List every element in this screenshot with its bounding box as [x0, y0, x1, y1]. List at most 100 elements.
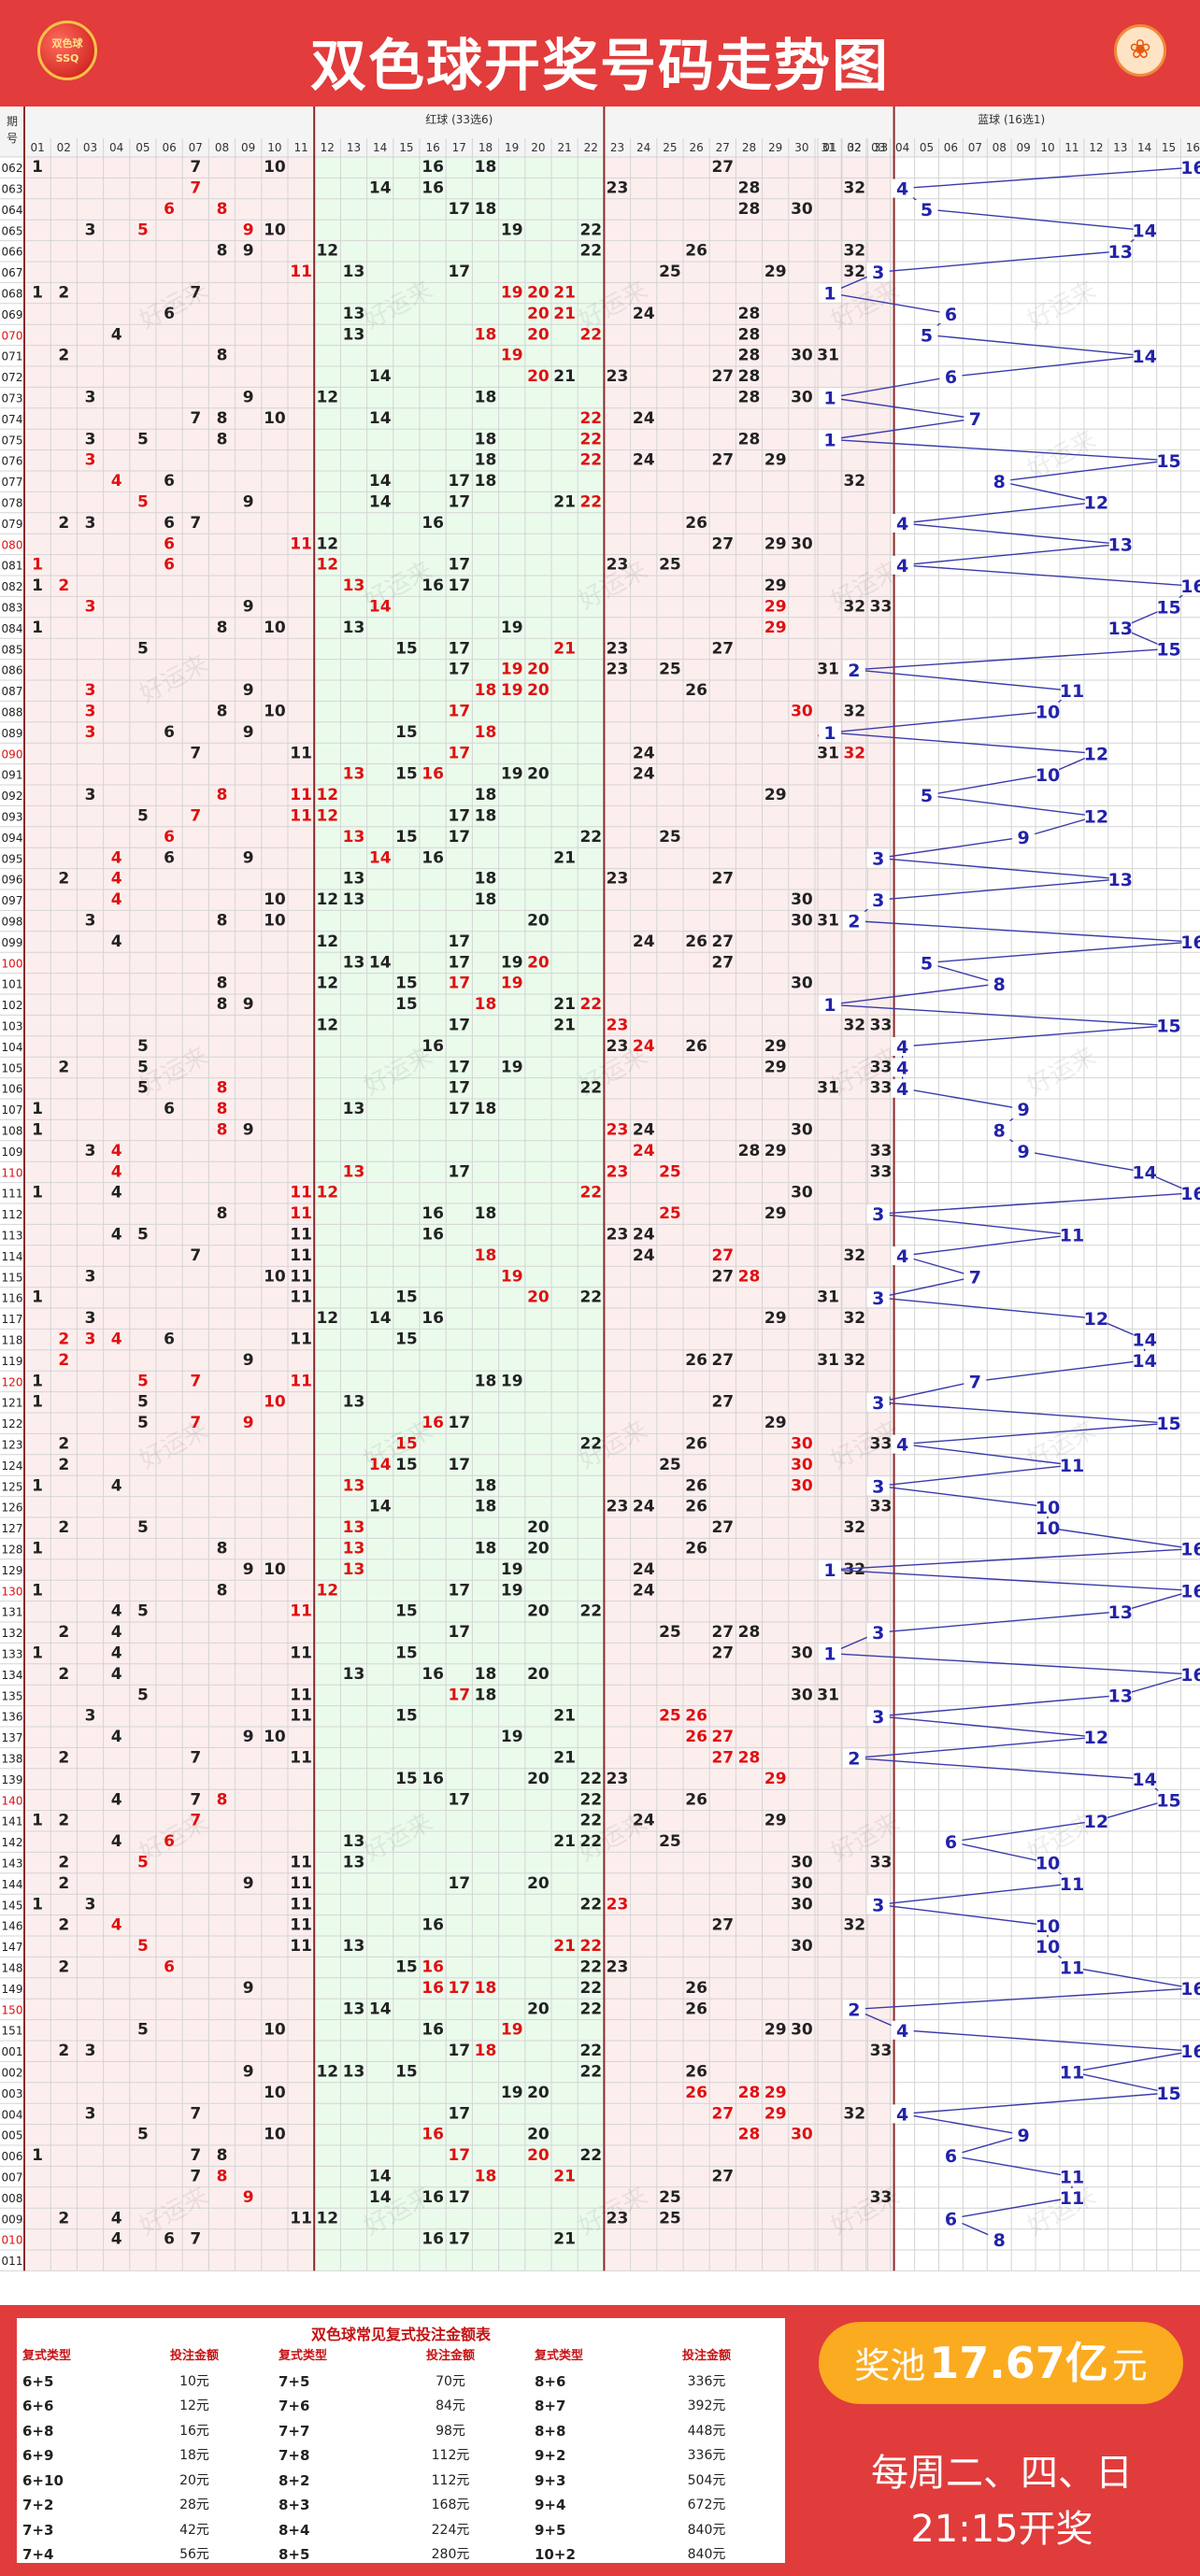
logo-subtext: SSQ: [55, 52, 79, 64]
red-ball-number: 5: [137, 1414, 149, 1432]
blue-ball-bg: [1133, 346, 1156, 365]
red-col-number: 08: [215, 141, 229, 154]
red-ball-number: 20: [527, 1665, 550, 1684]
red-ball-number: 16: [421, 2188, 444, 2207]
blue-ball-bg: [1060, 1874, 1083, 1893]
bet-amount: 56元: [179, 2547, 209, 2562]
red-ball-number: 24: [633, 1498, 655, 1516]
issue-number: 133: [2, 1648, 23, 1661]
blue-ball-number: 3: [872, 1393, 884, 1414]
red-ball-number: 17: [448, 1979, 470, 1998]
red-ball-number: 3: [85, 451, 96, 470]
red-ball-number: 21: [553, 1937, 576, 1956]
red-ball-number: 19: [501, 661, 523, 679]
blue-ball-bg: [1036, 702, 1060, 721]
red-ball-number: 24: [633, 1581, 655, 1600]
red-ball-number: 15: [395, 995, 418, 1014]
red-ball-number: 13: [343, 1560, 365, 1579]
red-col-number: 21: [557, 141, 571, 154]
red-col-number: 25: [663, 141, 677, 154]
red-ball-number: 29: [764, 1058, 787, 1076]
red-ball-number: 7: [190, 284, 201, 303]
red-ball-number: 22: [579, 1832, 602, 1851]
red-ball-number: 4: [111, 1644, 122, 1663]
issue-number: 104: [2, 1041, 23, 1054]
red-ball-number: 18: [475, 325, 497, 344]
red-ball-number: 22: [579, 1790, 602, 1809]
price-table: 双色球常见复式投注金额表 复式类型 投注金额 6+5 10元 6+6 12元 6+8 16元 6…: [17, 2318, 785, 2563]
red-ball-number: 20: [527, 1770, 550, 1788]
red-ball-number: 14: [369, 367, 392, 386]
red-ball-number: 4: [111, 1728, 122, 1746]
red-ball-number: 18: [475, 1498, 497, 1516]
red-col-number: 28: [742, 141, 756, 154]
red-ball-number: 12: [316, 1184, 338, 1203]
blue-ball-bg: [1181, 576, 1200, 596]
red-ball-number: 22: [579, 1812, 602, 1830]
red-ball-number: 26: [685, 1790, 707, 1809]
red-ball-number: 24: [633, 1142, 655, 1160]
issue-number: 107: [2, 1103, 23, 1117]
red-ball-number: 24: [633, 1246, 655, 1265]
red-ball-number: 1: [32, 158, 43, 177]
red-ball-number: 23: [607, 1017, 629, 1035]
price-row: 7+8 112元: [273, 2443, 529, 2469]
red-ball-number: 23: [607, 1037, 629, 1056]
red-ball-number: 28: [738, 305, 761, 323]
red-ball-number: 10: [264, 619, 286, 637]
red-ball-number: 12: [316, 890, 338, 909]
bet-type: 8+6: [535, 2372, 566, 2390]
issue-number: 131: [2, 1606, 23, 1619]
red-ball-number: 9: [243, 2063, 254, 2082]
blue-ball-number: 13: [1108, 1602, 1133, 1623]
red-ball-number: 26: [685, 1540, 707, 1558]
red-ball-number: 26: [685, 932, 707, 951]
red-ball-number: 18: [475, 2042, 497, 2060]
red-ball-number: 3: [85, 703, 96, 721]
blue-ball-bg: [1157, 2084, 1180, 2102]
red-ball-number: 6: [164, 848, 175, 867]
price-row: 8+7 392元: [529, 2394, 785, 2419]
blue-ball-bg: [866, 848, 890, 868]
blue-ball-bg: [1108, 869, 1132, 889]
blue-ball-header: 蓝球 (16选1): [978, 113, 1045, 126]
red-ball-number: 28: [738, 200, 761, 219]
blue-ball-bg: [891, 2104, 914, 2124]
red-ball-number: 2: [58, 2042, 69, 2060]
red-ball-number: 31: [817, 1351, 839, 1370]
red-ball-number: 9: [243, 1728, 254, 1746]
red-ball-number: 10: [264, 1560, 286, 1579]
blue-ball-number: 5: [921, 200, 933, 221]
issue-number: 009: [2, 2213, 23, 2226]
red-ball-number: 1: [32, 1812, 43, 1830]
red-ball-number: 27: [711, 1728, 734, 1746]
red-ball-number: 20: [527, 2146, 550, 2165]
issue-number: 081: [2, 560, 23, 573]
red-ball-number: 8: [217, 2146, 228, 2165]
blue-col-number: 07: [968, 141, 982, 154]
red-ball-number: 4: [111, 1832, 122, 1851]
red-ball-number: 11: [290, 807, 312, 826]
blue-ball-bg: [1060, 2188, 1083, 2207]
red-ball-number: 26: [685, 2084, 707, 2102]
issue-number: 092: [2, 790, 23, 803]
bet-amount: 392元: [687, 2398, 726, 2413]
red-ball-number: 12: [316, 1309, 338, 1328]
red-ball-number: 30: [791, 347, 813, 365]
red-ball-number: 17: [448, 1414, 470, 1432]
red-ball-number: 5: [137, 1686, 149, 1704]
issue-number: 094: [2, 832, 23, 845]
blue-ball-bg: [842, 660, 865, 679]
issue-column-header: 号: [7, 132, 18, 145]
blue-ball-number: 16: [1180, 1581, 1200, 1601]
logo-text: 双色球: [51, 37, 83, 50]
issue-number: 093: [2, 811, 23, 824]
red-ball-number: 15: [395, 765, 418, 784]
red-ball-number: 28: [738, 430, 761, 448]
blue-ball-bg: [1084, 1811, 1107, 1830]
blue-ball-number: 14: [1132, 1162, 1156, 1183]
red-ball-number: 14: [369, 2000, 392, 2018]
red-ball-number: 12: [316, 786, 338, 804]
red-ball-number: 17: [448, 1017, 470, 1035]
blue-ball-bg: [818, 1560, 841, 1579]
